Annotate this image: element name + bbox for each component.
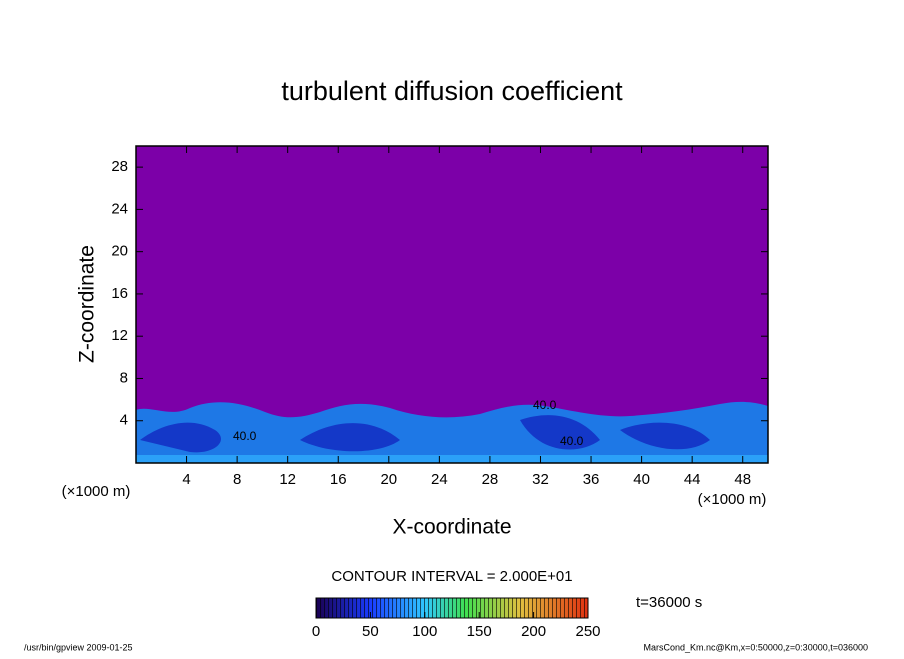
contour-label: 40.0 xyxy=(233,429,257,443)
x-tick-label: 32 xyxy=(532,471,549,488)
colorbar-tick-label: 100 xyxy=(412,623,437,640)
x-tick-label: 24 xyxy=(431,471,448,488)
footer-right: MarsCond_Km.nc@Km,x=0:50000,z=0:30000,t=… xyxy=(643,642,868,652)
x-axis-label: X-coordinate xyxy=(392,516,511,539)
plot-frame xyxy=(135,145,769,464)
x-tick-label: 40 xyxy=(633,471,650,488)
y-tick-label: 8 xyxy=(120,369,128,386)
x-tick-label: 20 xyxy=(380,471,397,488)
chart-title: turbulent diffusion coefficient xyxy=(281,76,623,106)
colorbar-frame xyxy=(315,597,589,619)
colorbar-tick-label: 250 xyxy=(575,623,600,640)
colorbar-tick-label: 150 xyxy=(467,623,492,640)
colorbar-title: CONTOUR INTERVAL = 2.000E+01 xyxy=(331,568,572,585)
x-tick-label: 16 xyxy=(330,471,347,488)
colorbar-tick-label: 0 xyxy=(312,623,320,640)
turbulent-band xyxy=(136,401,768,463)
y-axis-label: Z-coordinate xyxy=(76,245,99,363)
x-tick-label: 4 xyxy=(182,471,190,488)
x-tick-label: 36 xyxy=(583,471,600,488)
footer-left: /usr/bin/gpview 2009-01-25 xyxy=(24,642,133,652)
y-tick-label: 20 xyxy=(111,243,128,260)
turbulent-eddies xyxy=(140,415,710,453)
x-tick-label: 12 xyxy=(279,471,296,488)
x-tick-label: 8 xyxy=(233,471,241,488)
x-tick-label: 28 xyxy=(482,471,499,488)
x-tick-label: 48 xyxy=(734,471,751,488)
y-unit: (×1000 m) xyxy=(62,483,131,500)
colorbar-tick-label: 200 xyxy=(521,623,546,640)
x-unit: (×1000 m) xyxy=(698,491,767,508)
y-tick-label: 24 xyxy=(111,200,128,217)
y-tick-label: 28 xyxy=(111,158,128,175)
colorbar-tick-label: 50 xyxy=(362,623,379,640)
y-tick-label: 12 xyxy=(111,327,128,344)
time-label: t=36000 s xyxy=(636,594,702,611)
contour-label: 40.0 xyxy=(560,434,584,448)
x-tick-label: 44 xyxy=(684,471,701,488)
turbulent-floor xyxy=(136,455,768,463)
contour-label: 40.0 xyxy=(533,398,557,412)
y-tick-label: 4 xyxy=(120,412,128,429)
y-tick-label: 16 xyxy=(111,285,128,302)
